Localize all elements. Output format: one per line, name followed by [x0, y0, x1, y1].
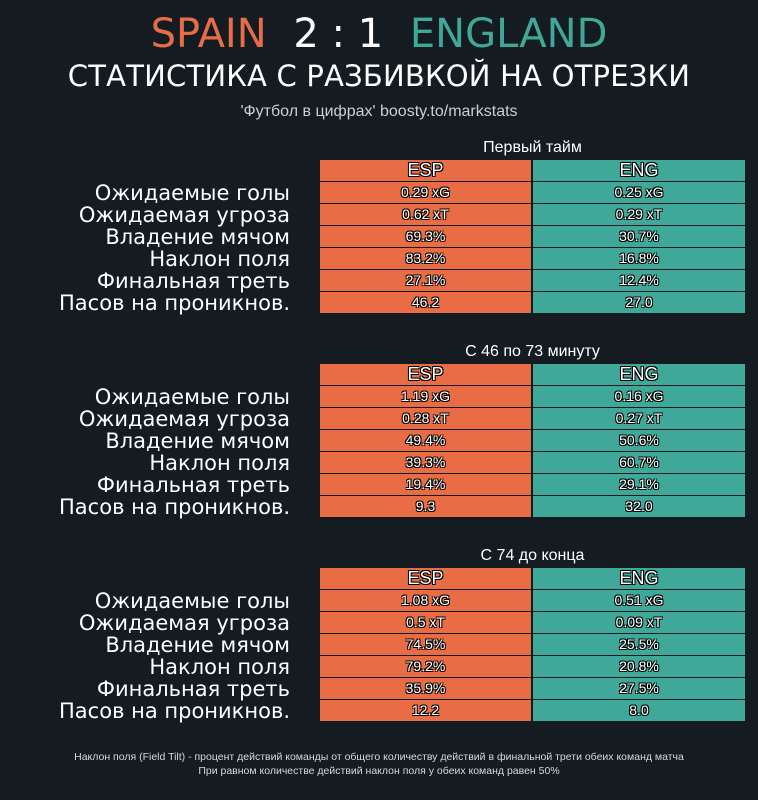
metric-label: Пасов на проникнов.	[59, 699, 290, 723]
away-value-cell: 20.8%	[533, 656, 745, 677]
away-value-cell: 0.51 xG	[533, 590, 745, 611]
metric-label: Ожидаемая угроза	[78, 203, 290, 227]
stats-table: ESP ENG 1.08 xG 0.51 xG 0.5 xT 0.09 xT 74.5% 25…	[320, 568, 745, 721]
section-title: С 46 по 73 минуту	[465, 343, 600, 360]
home-team-name: SPAIN	[150, 11, 267, 57]
away-value-cell: 27.0	[533, 292, 745, 313]
match-title: SPAIN 2 : 1 ENGLAND	[0, 10, 758, 58]
metric-label: Финальная треть	[96, 269, 290, 293]
match-score: 2 : 1	[293, 11, 384, 57]
away-value-cell: 27.5%	[533, 678, 745, 699]
stats-table: ESP ENG 0.29 xG 0.25 xG 0.62 xT 0.29 xT 69.3% 3…	[320, 160, 745, 313]
footnote-line-2: При равном количестве действий наклон по…	[198, 765, 560, 777]
footnote-line-1: Наклон поля (Field Tilt) - процент дейст…	[74, 751, 684, 763]
column-header-away: ENG	[533, 160, 745, 181]
metric-label: Наклон поля	[149, 247, 290, 271]
home-value-cell: 12.2	[320, 700, 531, 721]
away-value-cell: 16.8%	[533, 248, 745, 269]
away-value-cell: 30.7%	[533, 226, 745, 247]
metric-label: Наклон поля	[149, 655, 290, 679]
metric-label: Ожидаемые голы	[94, 589, 290, 613]
home-value-cell: 0.29 xG	[320, 182, 531, 203]
metric-label: Финальная треть	[96, 473, 290, 497]
home-value-cell: 27.1%	[320, 270, 531, 291]
away-value-cell: 0.29 xT	[533, 204, 745, 225]
away-value-cell: 0.27 xT	[533, 408, 745, 429]
column-header-away: ENG	[533, 364, 745, 385]
metric-label: Владение мячом	[105, 225, 290, 249]
home-value-cell: 0.28 xT	[320, 408, 531, 429]
metric-label: Пасов на проникнов.	[59, 291, 290, 315]
metric-labels: Ожидаемые голы Ожидаемая угроза Владение м…	[0, 364, 290, 518]
metric-label: Ожидаемые голы	[94, 181, 290, 205]
footnote: Наклон поля (Field Tilt) - процент дейст…	[0, 750, 758, 778]
home-value-cell: 49.4%	[320, 430, 531, 451]
column-header-away: ENG	[533, 568, 745, 589]
away-value-cell: 25.5%	[533, 634, 745, 655]
section-title: Первый тайм	[483, 139, 582, 156]
away-value-cell: 50.6%	[533, 430, 745, 451]
home-value-cell: 1.08 xG	[320, 590, 531, 611]
home-value-cell: 35.9%	[320, 678, 531, 699]
home-value-cell: 69.3%	[320, 226, 531, 247]
home-value-cell: 46.2	[320, 292, 531, 313]
home-value-cell: 0.5 xT	[320, 612, 531, 633]
metric-label: Ожидаемая угроза	[78, 407, 290, 431]
away-value-cell: 0.16 xG	[533, 386, 745, 407]
away-value-cell: 12.4%	[533, 270, 745, 291]
away-value-cell: 0.25 xG	[533, 182, 745, 203]
away-value-cell: 60.7%	[533, 452, 745, 473]
metric-labels: Ожидаемые голы Ожидаемая угроза Владение м…	[0, 568, 290, 722]
home-value-cell: 83.2%	[320, 248, 531, 269]
home-value-cell: 1.19 xG	[320, 386, 531, 407]
away-value-cell: 0.09 xT	[533, 612, 745, 633]
stats-table: ESP ENG 1.19 xG 0.16 xG 0.28 xT 0.27 xT 49.4% 5…	[320, 364, 745, 517]
metric-label: Наклон поля	[149, 451, 290, 475]
home-value-cell: 39.3%	[320, 452, 531, 473]
metric-label: Пасов на проникнов.	[59, 495, 290, 519]
metric-label: Владение мячом	[105, 633, 290, 657]
away-value-cell: 29.1%	[533, 474, 745, 495]
column-header-home: ESP	[320, 568, 531, 589]
metric-label: Ожидаемые голы	[94, 385, 290, 409]
column-header-home: ESP	[320, 364, 531, 385]
credit-line: 'Футбол в цифрах' boosty.to/markstats	[240, 103, 518, 120]
away-value-cell: 8.0	[533, 700, 745, 721]
column-header-home: ESP	[320, 160, 531, 181]
metric-label: Ожидаемая угроза	[78, 611, 290, 635]
away-value-cell: 32.0	[533, 496, 745, 517]
section-title: С 74 до конца	[480, 547, 585, 564]
home-value-cell: 79.2%	[320, 656, 531, 677]
home-value-cell: 74.5%	[320, 634, 531, 655]
metric-label: Финальная треть	[96, 677, 290, 701]
metric-labels: Ожидаемые голы Ожидаемая угроза Владение м…	[0, 160, 290, 314]
page-subtitle: СТАТИСТИКА С РАЗБИВКОЙ НА ОТРЕЗКИ	[67, 59, 691, 93]
home-value-cell: 19.4%	[320, 474, 531, 495]
home-value-cell: 0.62 xT	[320, 204, 531, 225]
metric-label: Владение мячом	[105, 429, 290, 453]
home-value-cell: 9.3	[320, 496, 531, 517]
away-team-name: ENGLAND	[409, 11, 608, 57]
